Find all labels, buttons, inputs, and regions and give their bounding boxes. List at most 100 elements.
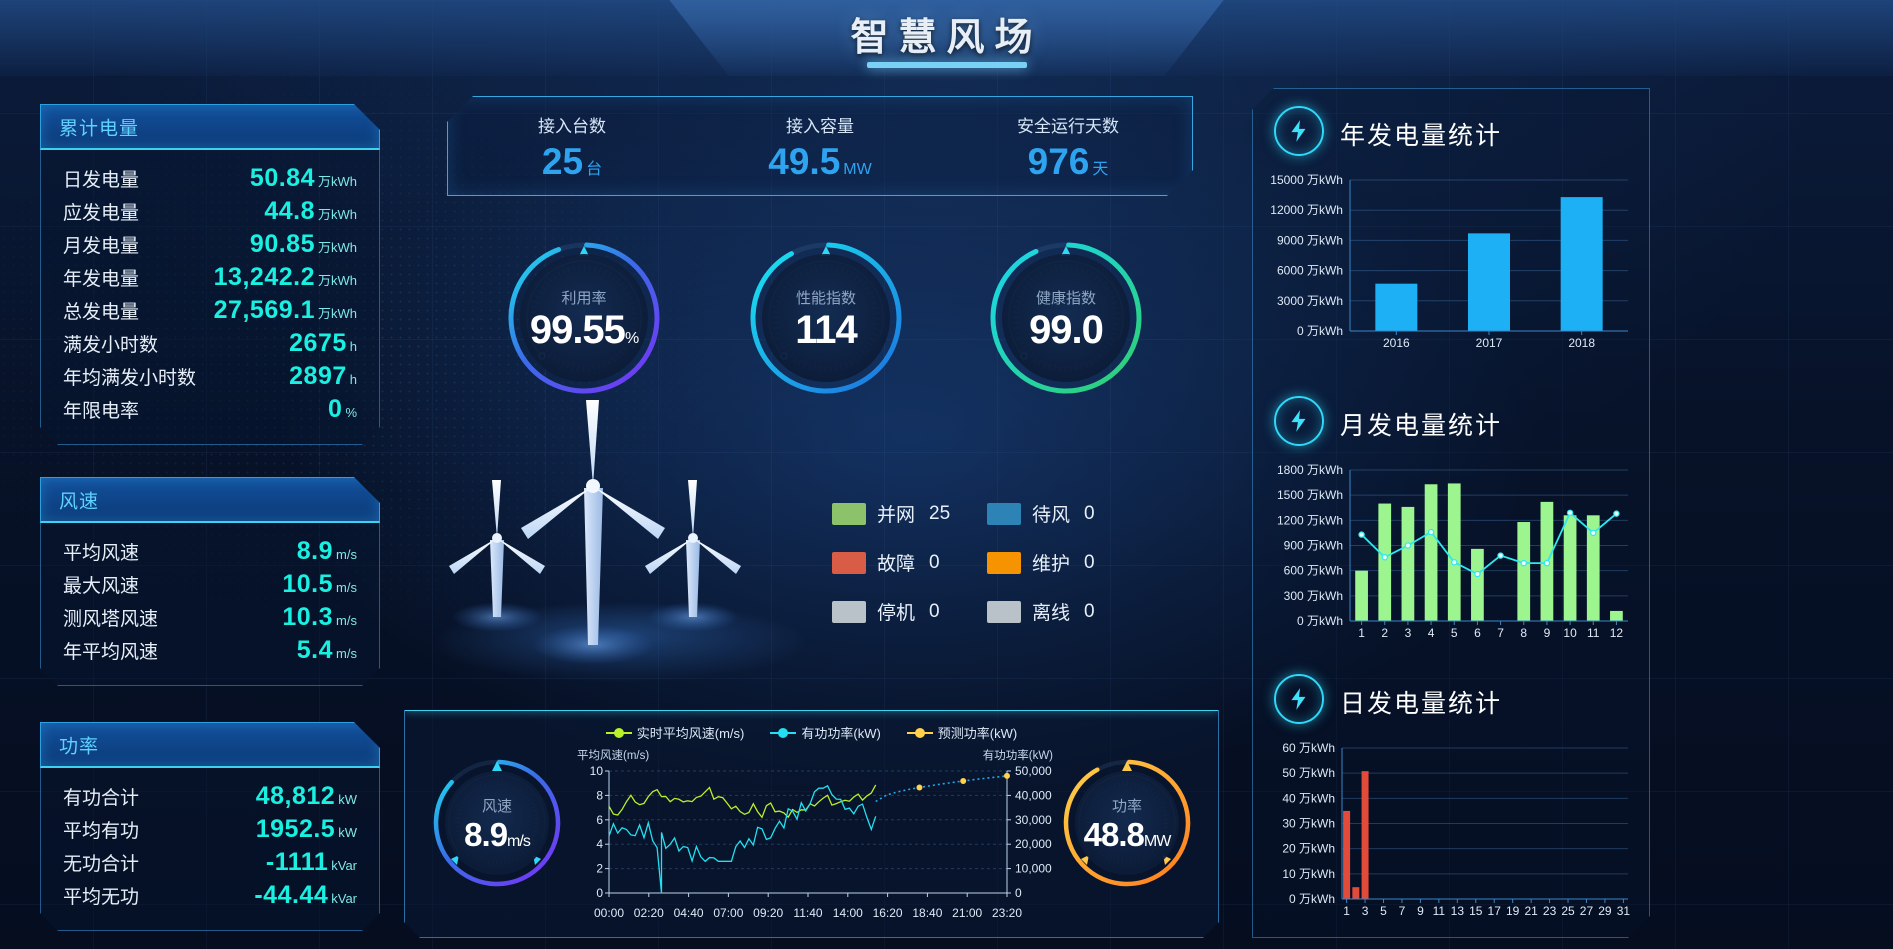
legend-swatch xyxy=(832,551,866,574)
y-tick-label: 900 万kWh xyxy=(1284,539,1343,553)
kpi-unit: MW xyxy=(843,161,872,178)
x-tick-label: 14:00 xyxy=(833,906,863,920)
stat-unit: h xyxy=(349,372,357,387)
legend-item-offline[interactable]: 离线 0 xyxy=(987,598,1142,625)
y-right-tick: 50,000 xyxy=(1015,764,1052,778)
x-tick-label: 02:20 xyxy=(634,906,664,920)
panel-title-power: 功率 xyxy=(59,736,100,757)
stat-value: 10.3 xyxy=(282,603,334,631)
stat-unit: kW xyxy=(338,792,357,807)
y-tick-label: 40 万kWh xyxy=(1282,791,1335,805)
legend-label: 停机 xyxy=(877,603,916,624)
x-tick-label: 29 xyxy=(1598,904,1612,918)
stat-row: 年平均风速 5.4 m/s xyxy=(63,636,357,669)
realtime-power-panel: 实时平均风速(m/s) 有功功率(kW) 预测功率(kW) 风速 8.9m/s xyxy=(404,710,1219,938)
stat-unit: m/s xyxy=(336,646,357,661)
series-wind-speed xyxy=(609,785,876,817)
y-tick-label: 6000 万kWh xyxy=(1277,264,1343,278)
stat-label: 最大风速 xyxy=(63,576,140,597)
stat-unit: 万kWh xyxy=(317,240,357,255)
panel-title-wind-speed: 风速 xyxy=(59,491,100,512)
bar xyxy=(1610,610,1623,621)
panel-annual-generation: 年发电量统计 0 万kWh 3000 万kWh 6000 万kWh 9000 万kWh… xyxy=(1252,92,1650,372)
gauge-unit: % xyxy=(624,329,639,347)
legend-dash xyxy=(907,732,933,734)
panel-wind-speed: 风速 平均风速 8.9 m/s 最大风速 10.5 m/s 测风塔风速 10.3… xyxy=(40,477,380,686)
y-right-tick: 10,000 xyxy=(1015,862,1052,876)
gauge-label: 健康指数 xyxy=(1035,289,1096,307)
stat-unit: 万kWh xyxy=(317,273,357,288)
legend-item-shutdown[interactable]: 停机 0 xyxy=(832,598,987,625)
y-left-tick: 0 xyxy=(596,886,603,900)
bar xyxy=(1563,515,1577,621)
stat-label: 月发电量 xyxy=(63,236,140,257)
forecast-marker xyxy=(1004,773,1010,779)
series-forecast-power xyxy=(876,776,1007,802)
legend-item-fault[interactable]: 故障 0 xyxy=(832,549,987,576)
x-tick-label: 6 xyxy=(1474,626,1481,640)
legend-row: 故障 0 维护 0 xyxy=(832,549,1142,576)
gauge-face: 风速 8.9m/s xyxy=(445,771,549,875)
legend-label: 有功功率(kW) xyxy=(801,726,881,741)
legend-item-maintenance[interactable]: 维护 0 xyxy=(987,549,1142,576)
stat-label: 日发电量 xyxy=(63,170,140,191)
stat-row: 年限电率 0 % xyxy=(63,395,357,428)
x-tick-label: 8 xyxy=(1520,626,1527,640)
x-tick-label: 25 xyxy=(1561,904,1575,918)
kpi-connected-capacity: 接入容量 49.5 MW xyxy=(696,112,944,180)
chart-x-ticks: 00:00 02:20 04:40 07:00 09:20 11:40 14:00 16:20… xyxy=(594,771,1022,920)
legend-label: 并网 xyxy=(877,505,916,526)
x-tick-label: 11:40 xyxy=(793,906,822,920)
lightning-icon xyxy=(1274,106,1324,156)
page-title: 智慧风场 xyxy=(850,17,1043,59)
gauge-face: 功率 48.8MW xyxy=(1075,771,1179,875)
stat-row: 月发电量 90.85 万kWh xyxy=(63,230,357,263)
bar xyxy=(1517,522,1531,621)
stat-label: 总发电量 xyxy=(63,302,140,323)
x-tick-label: 15 xyxy=(1469,904,1483,918)
legend-dash xyxy=(770,732,796,734)
y-left-tick: 8 xyxy=(596,788,603,802)
stat-value: 0 xyxy=(328,395,343,423)
stat-value: 50.84 xyxy=(249,164,315,192)
y-tick-label: 600 万kWh xyxy=(1284,564,1343,578)
legend-row: 停机 0 离线 0 xyxy=(832,598,1142,625)
legend-item-avg-wind-speed[interactable]: 实时平均风速(m/s) xyxy=(606,723,745,742)
legend-item-standby[interactable]: 待风 0 xyxy=(987,500,1142,527)
stat-row: 总发电量 27,569.1 万kWh xyxy=(63,296,357,329)
legend-swatch xyxy=(832,502,866,525)
lightning-glyph xyxy=(1291,688,1306,710)
stat-label: 年平均风速 xyxy=(63,642,159,663)
x-tick-label: 17 xyxy=(1488,904,1502,918)
stat-unit: m/s xyxy=(336,547,357,562)
stat-value: 2897 xyxy=(289,362,347,390)
gauge-value: 99.0 xyxy=(1029,307,1104,352)
stat-value: 1952.5 xyxy=(255,815,336,843)
panel-title-cumulative-energy: 累计电量 xyxy=(59,118,140,139)
x-tick-label: 23:20 xyxy=(992,906,1022,920)
kpi-label: 接入台数 xyxy=(538,117,606,136)
legend-item-active-power[interactable]: 有功功率(kW) xyxy=(770,723,880,742)
stat-unit: h xyxy=(349,339,357,354)
series-forecast-markers xyxy=(916,773,1010,791)
x-tick-label: 7 xyxy=(1399,904,1406,918)
legend-row: 并网 25 待风 0 xyxy=(832,500,1142,527)
legend-label: 实时平均风速(m/s) xyxy=(636,726,745,741)
stat-value: 44.8 xyxy=(264,197,315,225)
kpi-unit: 台 xyxy=(586,161,603,178)
gauge-label: 性能指数 xyxy=(795,289,856,307)
legend-swatch xyxy=(987,502,1021,525)
stat-row: 平均有功 1952.5 kW xyxy=(63,815,357,848)
stat-value: 90.85 xyxy=(249,230,315,258)
gauge-unit: MW xyxy=(1143,833,1171,850)
stat-row: 年均满发小时数 2897 h xyxy=(63,362,357,395)
annual-generation-chart: 0 万kWh 3000 万kWh 6000 万kWh 9000 万kWh 12000 万… xyxy=(1270,173,1628,350)
bar xyxy=(1447,483,1461,621)
legend-item-grid-connected[interactable]: 并网 25 xyxy=(832,500,987,527)
turbine-status-legend: 并网 25 待风 0 故障 0 维护 0 停机 0 离线 0 xyxy=(832,500,1142,647)
y-right-tick: 20,000 xyxy=(1015,837,1052,851)
legend-item-forecast-power[interactable]: 预测功率(kW) xyxy=(907,723,1017,742)
x-tick-label: 9 xyxy=(1417,904,1424,918)
panel-monthly-generation: 月发电量统计 0 万kWh 300 万kWh 600 万kWh 900 万kWh 120… xyxy=(1252,382,1650,662)
bar xyxy=(1375,283,1418,331)
